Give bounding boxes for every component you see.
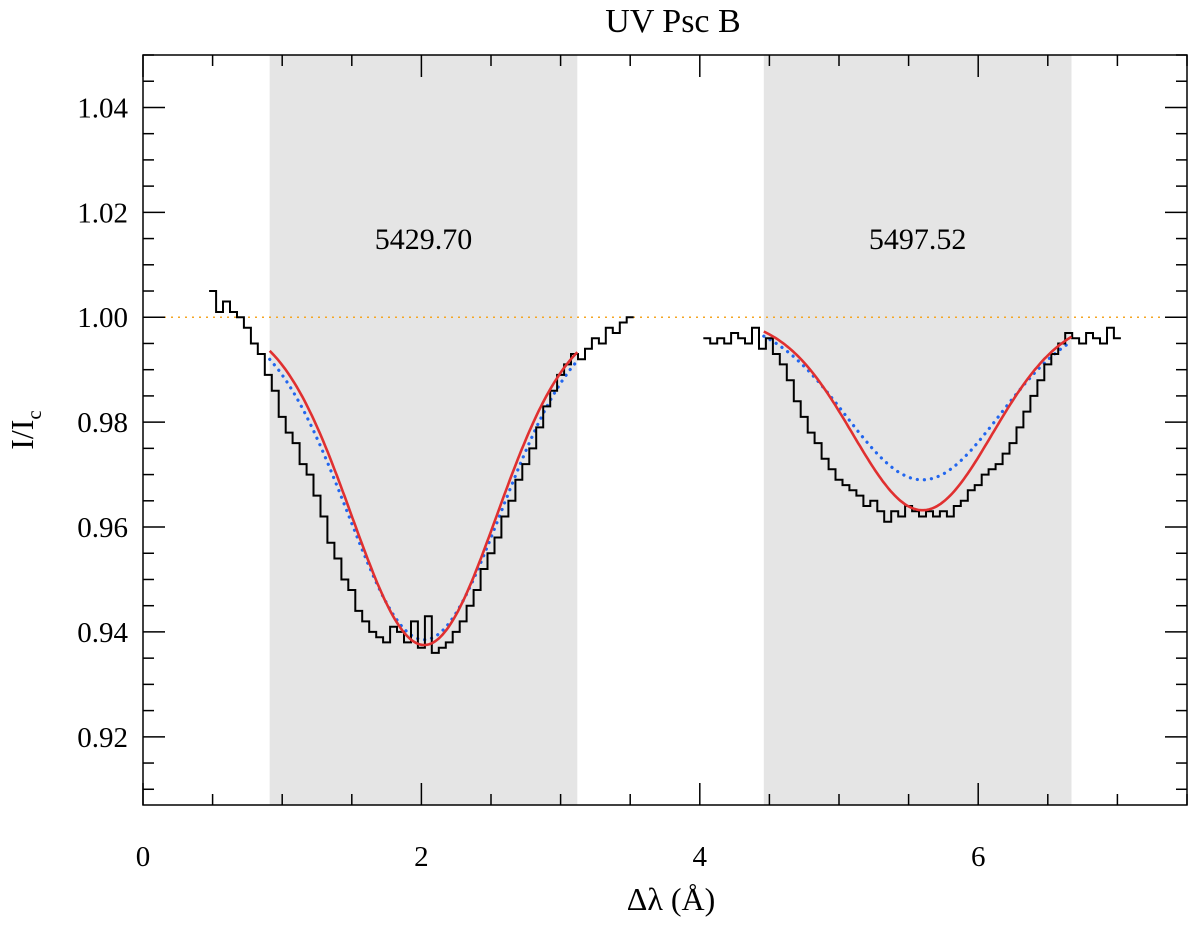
shaded-region-1 (269, 55, 578, 805)
series-group (209, 290, 1121, 654)
x-tick-label: 6 (971, 841, 986, 873)
y-axis-label-subscript: c (22, 410, 46, 419)
y-axis-label: I/Ic (4, 410, 46, 450)
fit-profile-2 (763, 330, 1073, 512)
y-tick-label: 0.96 (77, 512, 128, 544)
y-tick-label: 1.02 (77, 197, 128, 229)
plot-frame (142, 54, 1188, 806)
x-axis-label: Δλ (Å) (627, 881, 716, 917)
region-labels: 5429.70 5497.52 (375, 223, 967, 256)
axis-ticks (142, 54, 1188, 805)
y-tick-label: 0.94 (77, 617, 128, 649)
y-tick-label: 0.92 (77, 722, 128, 754)
x-tick-label: 2 (414, 841, 429, 873)
shaded-region-2 (763, 55, 1072, 805)
y-tick-label: 0.98 (77, 407, 128, 439)
shaded-regions (269, 55, 1072, 805)
observed-spectrum-1 (209, 290, 634, 654)
axis-tick-labels: 0 2 4 6 0.92 0.94 0.96 0.98 1.00 1.02 1.04 (77, 92, 985, 873)
x-tick-label: 4 (693, 841, 708, 873)
region-label-1: 5429.70 (375, 223, 473, 256)
chart-title: UV Psc B (605, 3, 740, 40)
fit-profile-1 (268, 349, 579, 647)
region-label-2: 5497.52 (869, 223, 967, 256)
model-profile-1 (268, 357, 579, 642)
y-tick-label: 1.04 (77, 92, 128, 124)
x-tick-label: 0 (136, 841, 151, 873)
y-tick-label: 1.00 (77, 302, 128, 334)
y-axis-label-main: I/I (4, 420, 40, 450)
